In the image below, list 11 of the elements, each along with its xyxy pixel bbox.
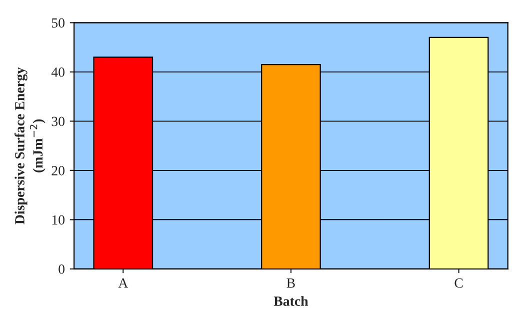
y-tick-label: 30 — [52, 116, 65, 126]
y-tick-label: 0 — [58, 264, 65, 274]
x-axis-title: Batch — [274, 296, 308, 306]
x-tick-label: B — [286, 278, 295, 288]
x-tick-label: C — [454, 278, 463, 288]
y-tick-label: 40 — [51, 68, 65, 77]
x-tick-label: A — [118, 278, 128, 288]
y-tick-label: 20 — [52, 166, 65, 176]
y-tick-label: 50 — [52, 18, 65, 28]
y-tick-label: 10 — [52, 215, 65, 225]
y-axis-title: Dispersive Surface Energy (mJm$^{−2}$) — [14, 67, 46, 224]
